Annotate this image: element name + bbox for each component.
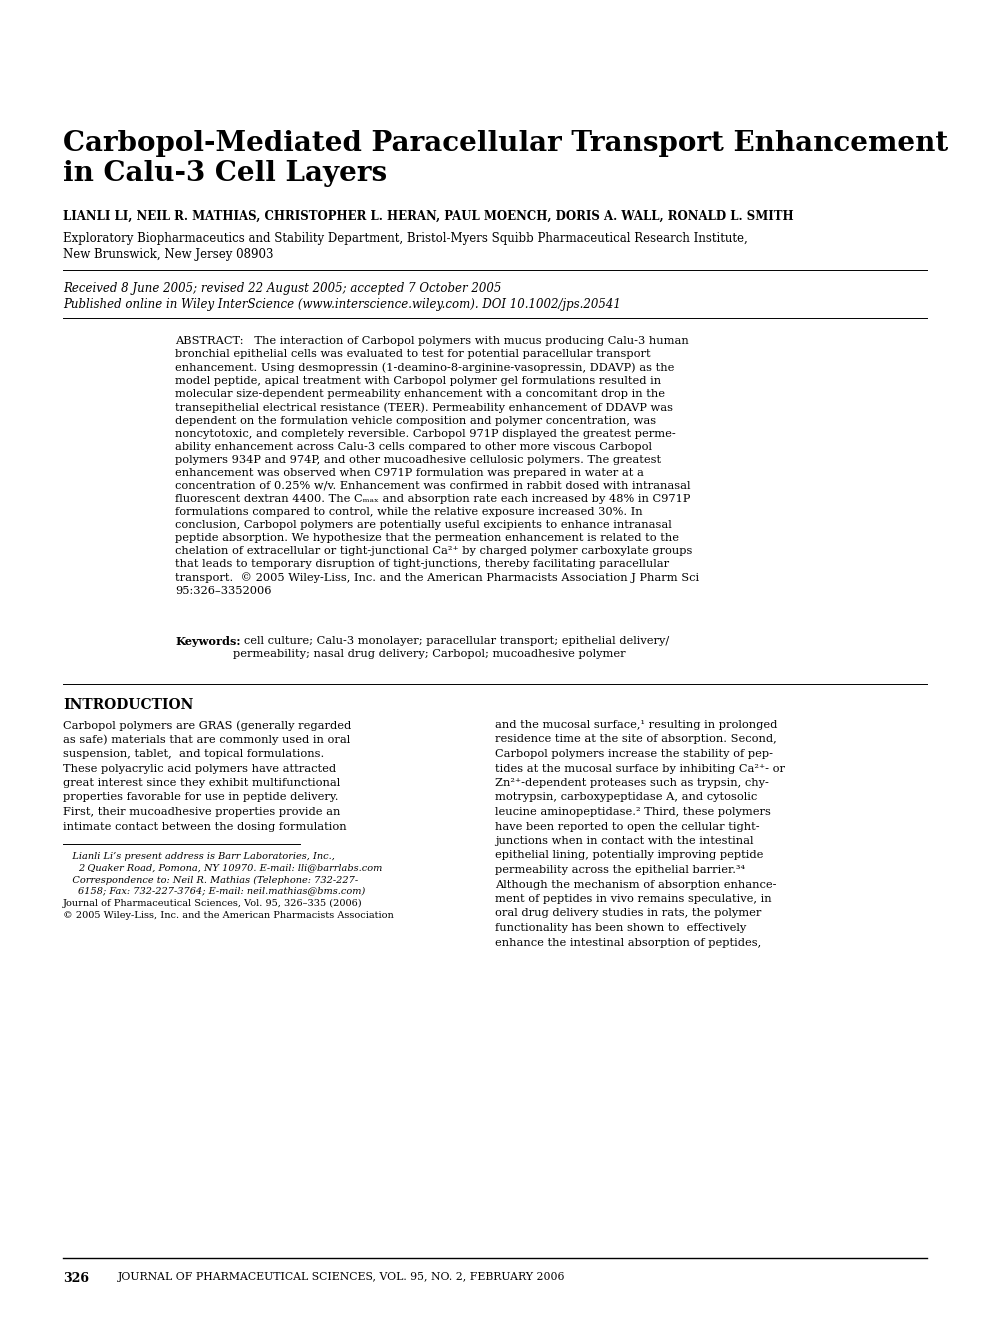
Text: oral drug delivery studies in rats, the polymer: oral drug delivery studies in rats, the … bbox=[495, 908, 761, 919]
Text: suspension, tablet,  and topical formulations.: suspension, tablet, and topical formulat… bbox=[63, 748, 325, 759]
Text: in Calu-3 Cell Layers: in Calu-3 Cell Layers bbox=[63, 160, 387, 187]
Text: Keywords:: Keywords: bbox=[175, 636, 241, 647]
Text: and the mucosal surface,¹ resulting in prolonged: and the mucosal surface,¹ resulting in p… bbox=[495, 719, 777, 730]
Text: © 2005 Wiley-Liss, Inc. and the American Pharmacists Association: © 2005 Wiley-Liss, Inc. and the American… bbox=[63, 911, 394, 920]
Text: cell culture; Calu-3 monolayer; paracellular transport; epithelial delivery/
per: cell culture; Calu-3 monolayer; paracell… bbox=[233, 636, 669, 659]
Text: enhance the intestinal absorption of peptides,: enhance the intestinal absorption of pep… bbox=[495, 937, 761, 948]
Text: leucine aminopeptidase.² Third, these polymers: leucine aminopeptidase.² Third, these po… bbox=[495, 807, 771, 817]
Text: Carbopol-Mediated Paracellular Transport Enhancement: Carbopol-Mediated Paracellular Transport… bbox=[63, 129, 948, 157]
Text: permeability across the epithelial barrier.³⁴: permeability across the epithelial barri… bbox=[495, 865, 745, 875]
Text: Zn²⁺-dependent proteases such as trypsin, chy-: Zn²⁺-dependent proteases such as trypsin… bbox=[495, 777, 769, 788]
Text: First, their mucoadhesive properties provide an: First, their mucoadhesive properties pro… bbox=[63, 807, 341, 817]
Text: Published online in Wiley InterScience (www.interscience.wiley.com). DOI 10.1002: Published online in Wiley InterScience (… bbox=[63, 298, 621, 312]
Text: Received 8 June 2005; revised 22 August 2005; accepted 7 October 2005: Received 8 June 2005; revised 22 August … bbox=[63, 282, 501, 294]
Text: tides at the mucosal surface by inhibiting Ca²⁺- or: tides at the mucosal surface by inhibiti… bbox=[495, 763, 785, 774]
Text: 2 Quaker Road, Pomona, NY 10970. E-mail: lli@barrlabs.com: 2 Quaker Road, Pomona, NY 10970. E-mail:… bbox=[78, 863, 382, 873]
Text: great interest since they exhibit multifunctional: great interest since they exhibit multif… bbox=[63, 777, 341, 788]
Text: ment of peptides in vivo remains speculative, in: ment of peptides in vivo remains specula… bbox=[495, 894, 771, 904]
Text: Journal of Pharmaceutical Sciences, Vol. 95, 326–335 (2006): Journal of Pharmaceutical Sciences, Vol.… bbox=[63, 899, 362, 908]
Text: junctions when in contact with the intestinal: junctions when in contact with the intes… bbox=[495, 836, 753, 846]
Text: JOURNAL OF PHARMACEUTICAL SCIENCES, VOL. 95, NO. 2, FEBRUARY 2006: JOURNAL OF PHARMACEUTICAL SCIENCES, VOL.… bbox=[118, 1272, 565, 1282]
Text: functionality has been shown to  effectively: functionality has been shown to effectiv… bbox=[495, 923, 746, 933]
Text: properties favorable for use in peptide delivery.: properties favorable for use in peptide … bbox=[63, 792, 339, 803]
Text: as safe) materials that are commonly used in oral: as safe) materials that are commonly use… bbox=[63, 734, 350, 744]
Text: residence time at the site of absorption. Second,: residence time at the site of absorption… bbox=[495, 734, 777, 744]
Text: Correspondence to: Neil R. Mathias (Telephone: 732-227-: Correspondence to: Neil R. Mathias (Tele… bbox=[63, 875, 358, 884]
Text: Although the mechanism of absorption enhance-: Although the mechanism of absorption enh… bbox=[495, 879, 776, 890]
Text: Carbopol polymers are GRAS (generally regarded: Carbopol polymers are GRAS (generally re… bbox=[63, 719, 351, 730]
Text: INTRODUCTION: INTRODUCTION bbox=[63, 698, 193, 711]
Text: These polyacrylic acid polymers have attracted: These polyacrylic acid polymers have att… bbox=[63, 763, 337, 774]
Text: epithelial lining, potentially improving peptide: epithelial lining, potentially improving… bbox=[495, 850, 763, 861]
Text: intimate contact between the dosing formulation: intimate contact between the dosing form… bbox=[63, 821, 346, 832]
Text: Lianli Li’s present address is Barr Laboratories, Inc.,: Lianli Li’s present address is Barr Labo… bbox=[63, 851, 335, 861]
Text: 6158; Fax: 732-227-3764; E-mail: neil.mathias@bms.com): 6158; Fax: 732-227-3764; E-mail: neil.ma… bbox=[78, 887, 365, 895]
Text: ABSTRACT:   The interaction of Carbopol polymers with mucus producing Calu-3 hum: ABSTRACT: The interaction of Carbopol po… bbox=[175, 337, 699, 597]
Text: motrypsin, carboxypeptidase A, and cytosolic: motrypsin, carboxypeptidase A, and cytos… bbox=[495, 792, 757, 803]
Text: LIANLI LI, NEIL R. MATHIAS, CHRISTOPHER L. HERAN, PAUL MOENCH, DORIS A. WALL, RO: LIANLI LI, NEIL R. MATHIAS, CHRISTOPHER … bbox=[63, 210, 794, 223]
Text: have been reported to open the cellular tight-: have been reported to open the cellular … bbox=[495, 821, 759, 832]
Text: Exploratory Biopharmaceutics and Stability Department, Bristol-Myers Squibb Phar: Exploratory Biopharmaceutics and Stabili… bbox=[63, 232, 747, 246]
Text: 326: 326 bbox=[63, 1272, 89, 1284]
Text: Carbopol polymers increase the stability of pep-: Carbopol polymers increase the stability… bbox=[495, 748, 773, 759]
Text: New Brunswick, New Jersey 08903: New Brunswick, New Jersey 08903 bbox=[63, 248, 273, 261]
